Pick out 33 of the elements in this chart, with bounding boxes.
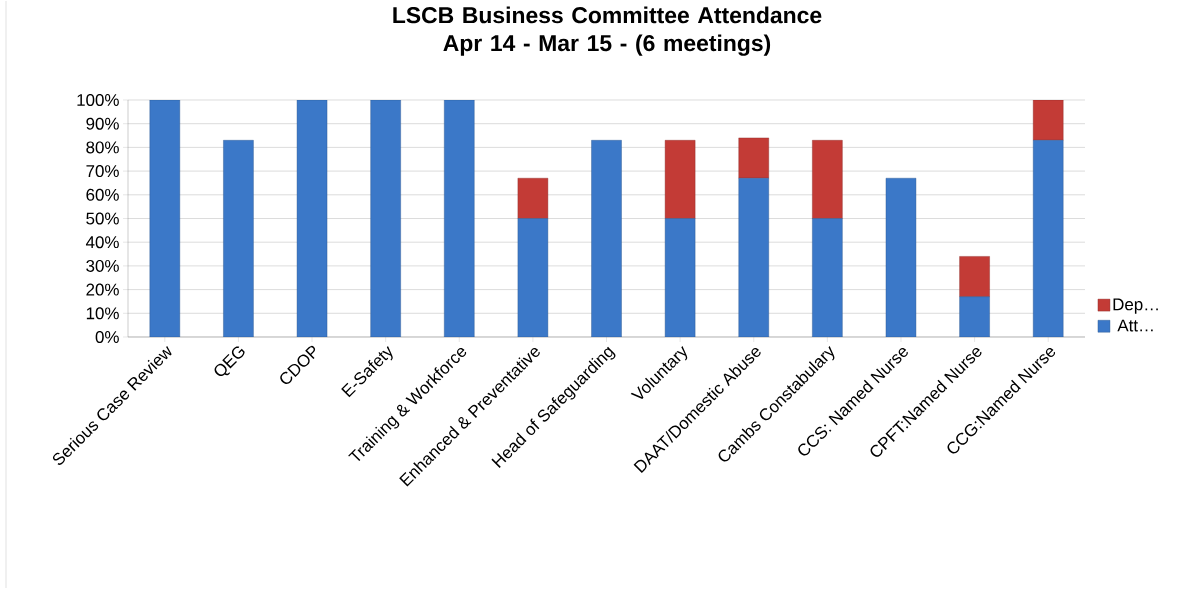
y-tick-label: 0% bbox=[95, 331, 119, 343]
bar bbox=[1033, 100, 1064, 141]
y-tick-label: 100% bbox=[77, 94, 119, 106]
bar bbox=[370, 100, 401, 337]
y-tick-label: 20% bbox=[86, 283, 119, 296]
bar bbox=[959, 256, 990, 297]
bar bbox=[517, 218, 549, 337]
y-tick-label: 60% bbox=[86, 188, 119, 201]
bar bbox=[444, 100, 475, 337]
bar bbox=[738, 137, 769, 179]
y-tick-label: 80% bbox=[86, 141, 119, 154]
bar bbox=[664, 140, 696, 219]
legend-label: Att… bbox=[1117, 319, 1153, 332]
bar bbox=[812, 218, 843, 337]
bar bbox=[738, 178, 769, 337]
bar bbox=[812, 140, 843, 219]
bar bbox=[885, 178, 917, 337]
bar bbox=[664, 218, 696, 337]
chart-title: LSCB Business Committee Attendance Apr 14 - Mar 15 - (6 meetings) bbox=[393, 6, 822, 56]
y-tick-label: 90% bbox=[86, 117, 119, 130]
y-tick-label: 30% bbox=[86, 259, 119, 272]
y-tick-label: 50% bbox=[86, 212, 119, 225]
y-tick-label: 10% bbox=[86, 307, 119, 320]
bar bbox=[296, 100, 328, 337]
bar bbox=[517, 178, 549, 219]
y-tick-label: 40% bbox=[85, 236, 119, 249]
bar bbox=[959, 296, 990, 337]
bar bbox=[223, 140, 254, 337]
bar bbox=[591, 140, 622, 337]
y-tick-label: 70% bbox=[86, 165, 119, 178]
bar bbox=[1033, 140, 1064, 337]
bar bbox=[149, 100, 181, 337]
legend-label: Dep… bbox=[1113, 298, 1158, 314]
